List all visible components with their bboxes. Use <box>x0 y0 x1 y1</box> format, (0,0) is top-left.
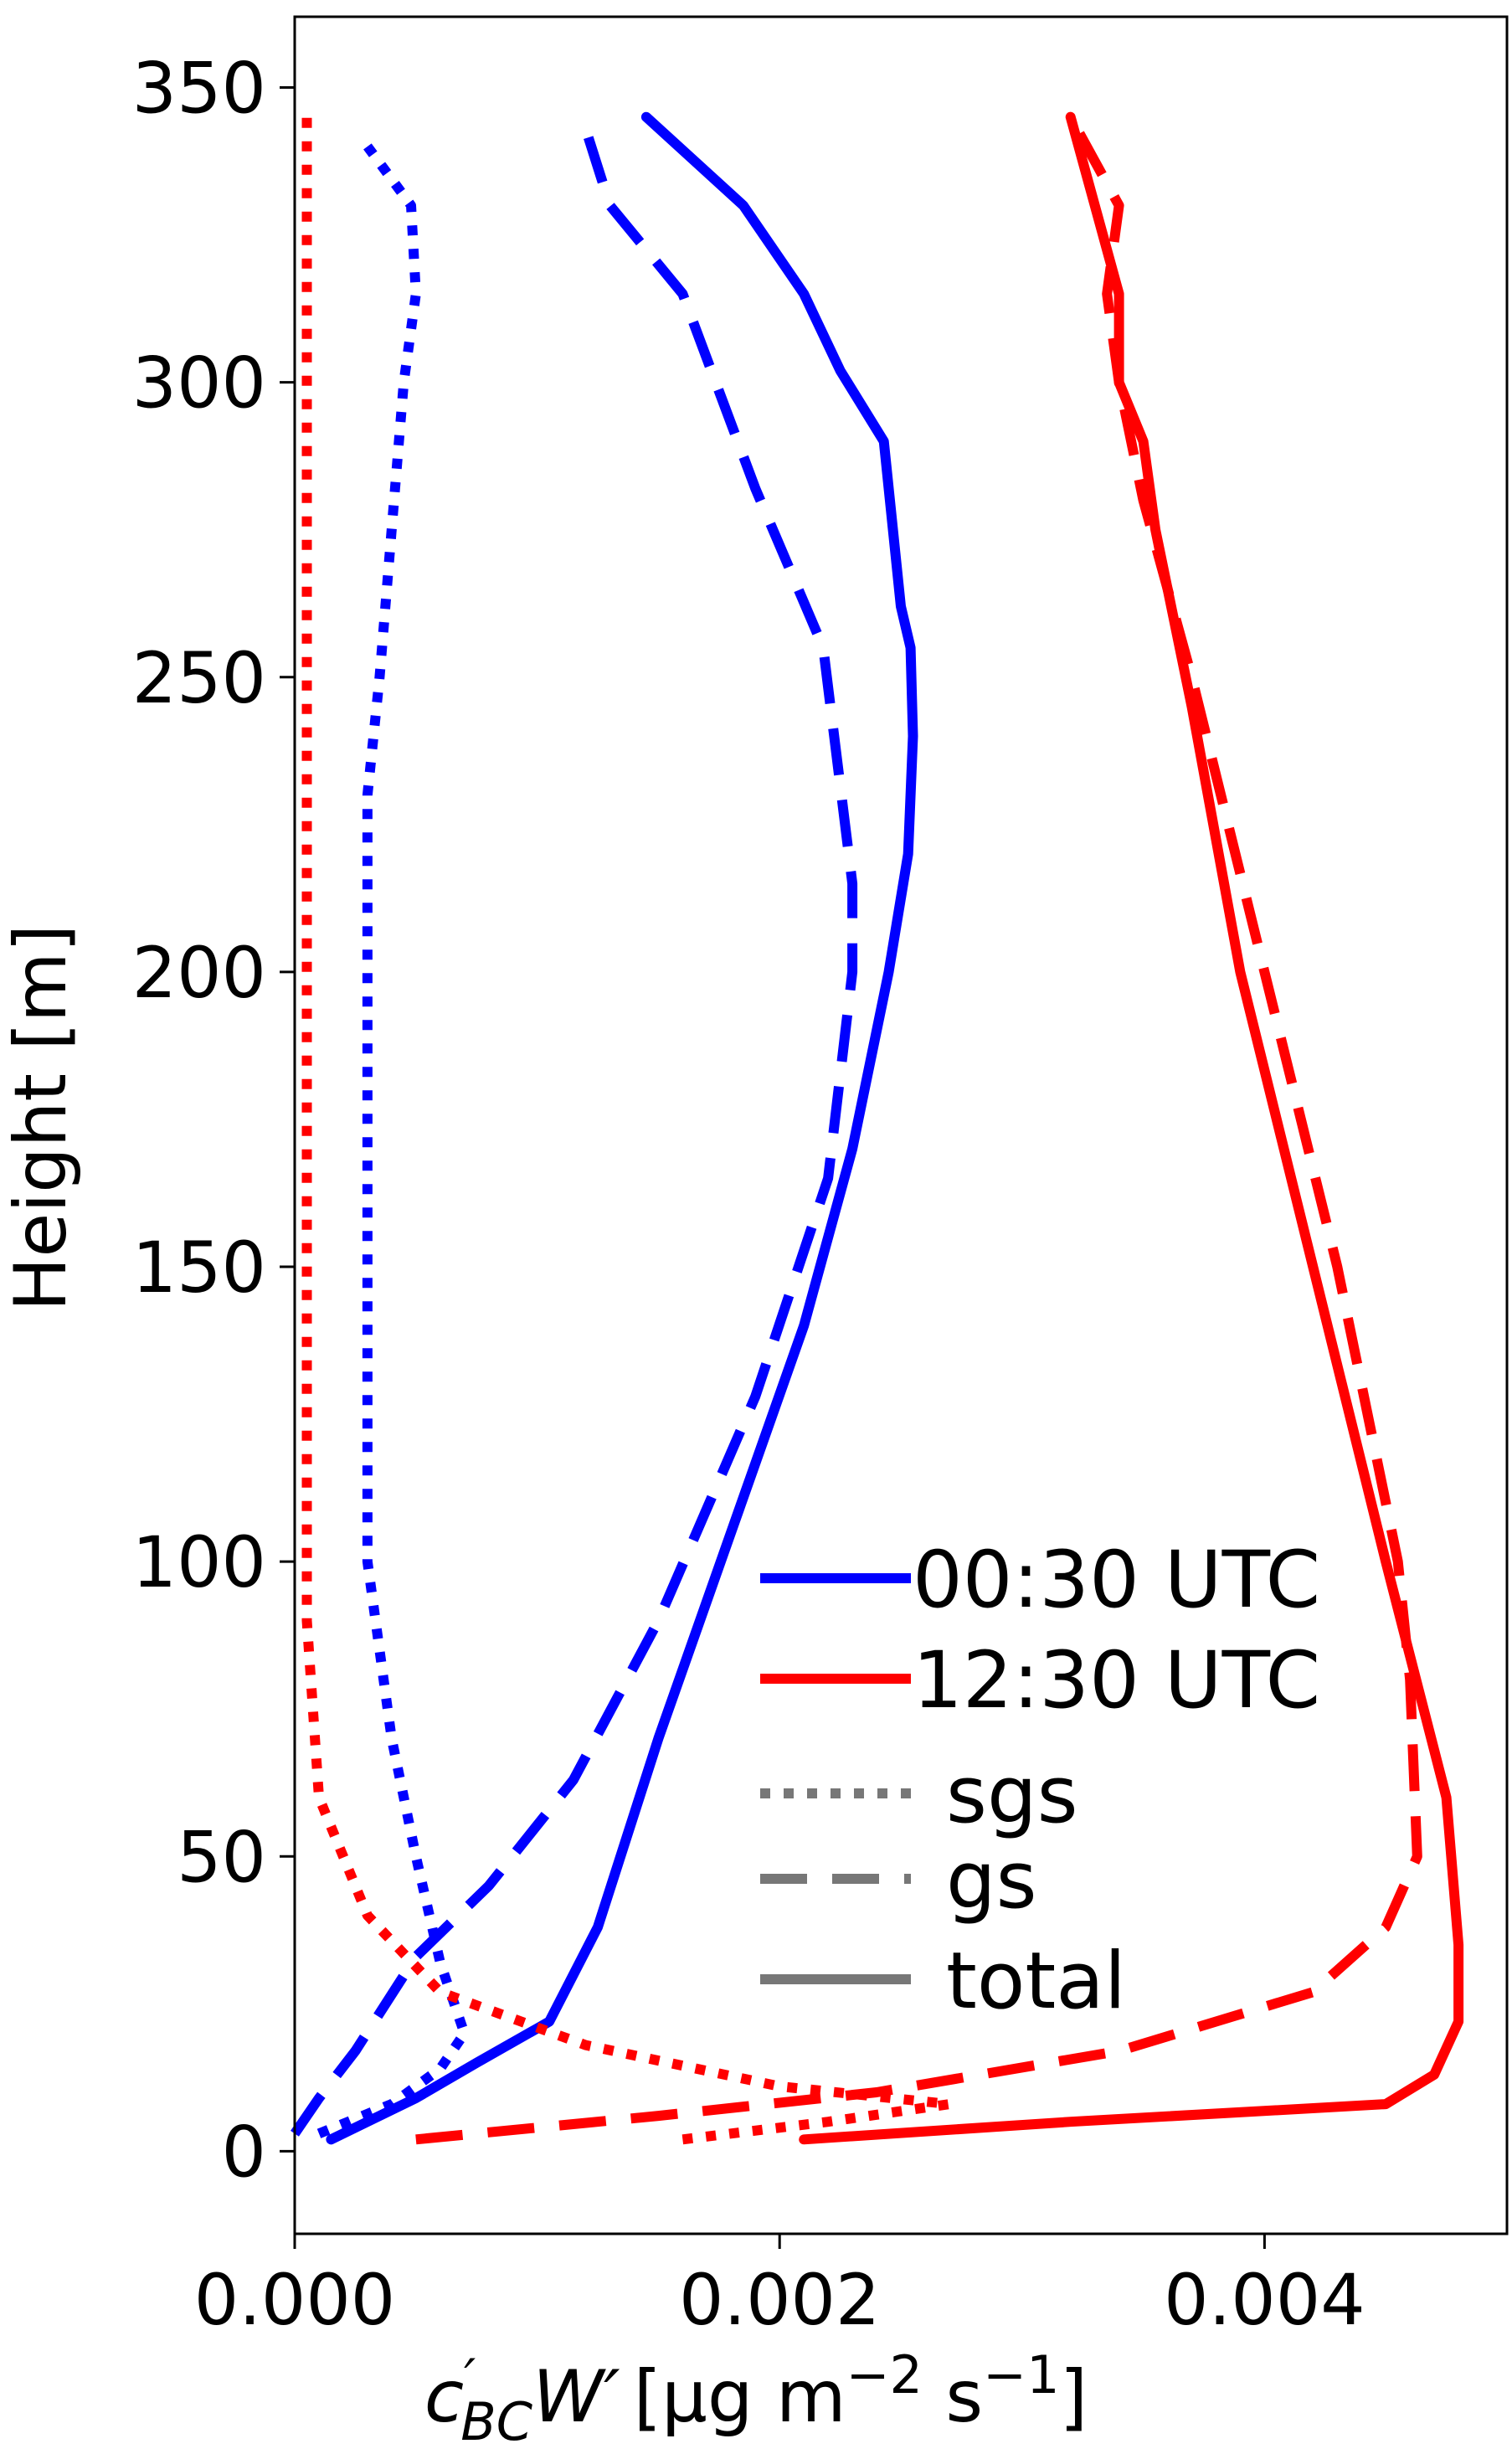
y-tick-label: 100 <box>132 1521 266 1603</box>
x-label-units: [μg m <box>634 2355 846 2439</box>
y-tick-label: 350 <box>132 48 266 130</box>
x-label-c: c <box>424 2355 464 2439</box>
legend-label: sgs <box>946 1750 1078 1841</box>
plot-frame <box>293 15 1509 2235</box>
series-line-1230UTC-gs <box>415 114 1422 2145</box>
x-axis-label: c′ BCW′ [μg m−2 s−1] <box>424 2344 1088 2452</box>
series-line-1230UTC-sgs <box>301 116 954 2145</box>
y-axis-label: Height [m] <box>0 924 83 1312</box>
x-label-close: ] <box>1060 2355 1088 2439</box>
x-tick-label: 0.000 <box>194 2259 395 2341</box>
legend-label: 00:30 UTC <box>913 1535 1320 1626</box>
series-layer <box>291 111 1464 2145</box>
y-tick-label: 150 <box>132 1227 266 1309</box>
series-line-0030UTC-total <box>326 111 918 2145</box>
x-label-sub: BC <box>460 2391 533 2452</box>
x-label-exp1: −2 <box>846 2344 923 2405</box>
x-label-prime: ′ <box>464 2348 476 2409</box>
y-tick-label: 50 <box>177 1816 266 1898</box>
legend-label: total <box>946 1936 1126 2027</box>
legend-label: gs <box>946 1835 1037 1927</box>
series-line-0030UTC-sgs <box>316 143 470 2138</box>
x-label-s: s <box>923 2355 983 2439</box>
x-label-exp2: −1 <box>983 2344 1059 2405</box>
y-tick-label: 200 <box>132 932 266 1014</box>
x-label-w: W′ <box>532 2355 620 2439</box>
y-tick-label: 300 <box>132 342 266 424</box>
y-tick-label: 250 <box>132 637 266 719</box>
ticks-layer: 0.000 0.002 0.004 0 50 100 150 200 250 300 350 <box>132 48 1365 2341</box>
x-tick-label: 0.002 <box>679 2259 880 2341</box>
x-tick-label: 0.004 <box>1164 2259 1365 2341</box>
series-line-0030UTC-gs <box>291 126 858 2137</box>
y-tick-label: 0 <box>222 2111 266 2193</box>
legend-label: 12:30 UTC <box>913 1635 1320 1726</box>
